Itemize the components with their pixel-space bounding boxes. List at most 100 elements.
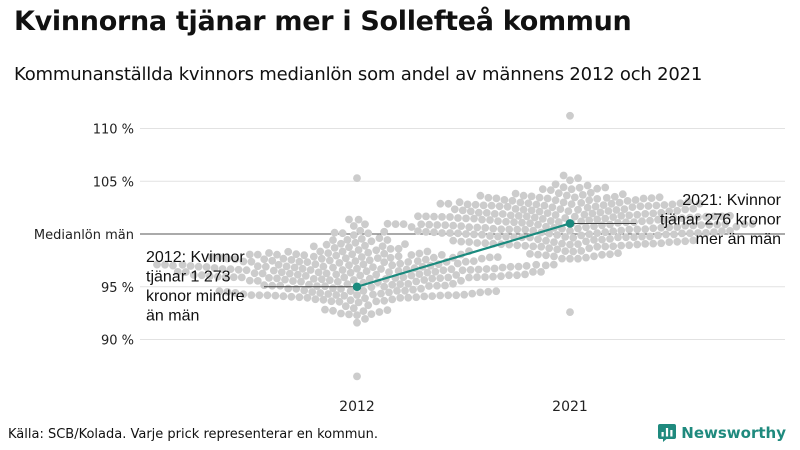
municipality-dot [534, 220, 542, 229]
municipality-dot [357, 235, 366, 243]
municipality-dot [377, 265, 385, 273]
y-tick-label: 95 % [101, 281, 134, 296]
municipality-dot [500, 196, 509, 204]
municipality-dot [361, 294, 369, 303]
municipality-dot [502, 217, 510, 226]
municipality-dot [583, 181, 592, 190]
municipality-dot [575, 183, 584, 192]
municipality-dot [578, 191, 587, 199]
municipality-dot [481, 273, 489, 281]
municipality-dot [265, 249, 273, 257]
municipality-dot [415, 249, 424, 258]
municipality-dot [351, 257, 360, 265]
municipality-dot [332, 291, 341, 299]
municipality-dot [492, 194, 501, 203]
municipality-dot [562, 191, 571, 200]
municipality-dot [633, 210, 642, 219]
municipality-dot [386, 253, 395, 262]
municipality-dot [702, 229, 710, 237]
municipality-dot [343, 280, 352, 289]
municipality-dot [630, 218, 638, 227]
municipality-dot [401, 240, 409, 249]
municipality-dot [325, 276, 334, 285]
municipality-dot [646, 232, 654, 241]
municipality-dot [255, 291, 264, 300]
municipality-dot [396, 259, 405, 268]
municipality-dot [407, 251, 416, 259]
municipality-dot [353, 318, 361, 327]
municipality-dot [287, 256, 296, 264]
municipality-dot [407, 223, 416, 231]
municipality-dot [530, 213, 539, 222]
municipality-dot [345, 261, 353, 270]
municipality-dot [546, 186, 555, 195]
municipality-dot [493, 253, 502, 261]
municipality-dot [601, 183, 610, 192]
municipality-dot [614, 249, 622, 257]
municipality-dot [558, 254, 566, 263]
municipality-dot [388, 261, 397, 270]
municipality-dot [345, 215, 353, 224]
municipality-dot [620, 205, 629, 214]
municipality-dot [665, 223, 674, 232]
municipality-dot [420, 276, 429, 284]
municipality-dot [361, 315, 369, 323]
municipality-dot [292, 250, 301, 259]
municipality-dot [479, 201, 488, 210]
municipality-dot [511, 205, 520, 213]
municipality-dot [495, 202, 504, 211]
municipality-dot [276, 281, 285, 290]
municipality-dot [458, 266, 467, 275]
municipality-dot [673, 206, 682, 215]
municipality-dot [567, 185, 576, 194]
municipality-dot [309, 242, 318, 251]
municipality-dot [551, 196, 560, 205]
municipality-dot [364, 248, 373, 257]
municipality-dot [534, 235, 542, 244]
municipality-dot [421, 255, 430, 264]
municipality-dot [541, 261, 550, 270]
municipality-dot [556, 205, 565, 214]
municipality-dot [268, 256, 277, 265]
municipality-dot [516, 198, 525, 207]
municipality-dot [462, 230, 470, 238]
municipality-dot [354, 298, 363, 307]
municipality-dot [657, 208, 666, 217]
municipality-dot [353, 372, 361, 381]
municipality-dot [364, 301, 373, 310]
municipality-dot [684, 197, 693, 206]
municipality-dot [375, 234, 384, 243]
y-tick-label: 110 % [93, 123, 134, 138]
municipality-dot [545, 244, 554, 253]
municipality-dot [511, 189, 520, 198]
municipality-dot [404, 280, 413, 288]
municipality-dot [330, 228, 339, 237]
municipality-dot [353, 311, 361, 319]
municipality-dot [538, 215, 547, 223]
municipality-dot [181, 268, 190, 276]
municipality-dot [641, 210, 650, 218]
municipality-dot [367, 283, 376, 291]
municipality-dot [337, 285, 345, 293]
municipality-dot [476, 191, 485, 200]
municipality-dot [681, 221, 690, 230]
municipality-dot [362, 267, 371, 276]
municipality-dot [223, 288, 232, 296]
municipality-dot [508, 196, 517, 205]
municipality-dot [593, 195, 602, 203]
municipality-dot [465, 223, 474, 232]
municipality-dot [253, 277, 262, 285]
municipality-dot [258, 269, 267, 278]
municipality-dot [438, 229, 446, 237]
municipality-dot [386, 245, 395, 253]
municipality-dot [401, 286, 409, 295]
municipality-dot [591, 202, 600, 211]
municipality-dot [281, 275, 289, 284]
municipality-dot [306, 266, 315, 274]
municipality-dot [628, 203, 637, 212]
municipality-dot [537, 268, 545, 276]
municipality-dot [431, 267, 440, 276]
municipality-dot [380, 227, 389, 236]
municipality-dot [561, 233, 570, 241]
municipality-dot [548, 203, 557, 212]
